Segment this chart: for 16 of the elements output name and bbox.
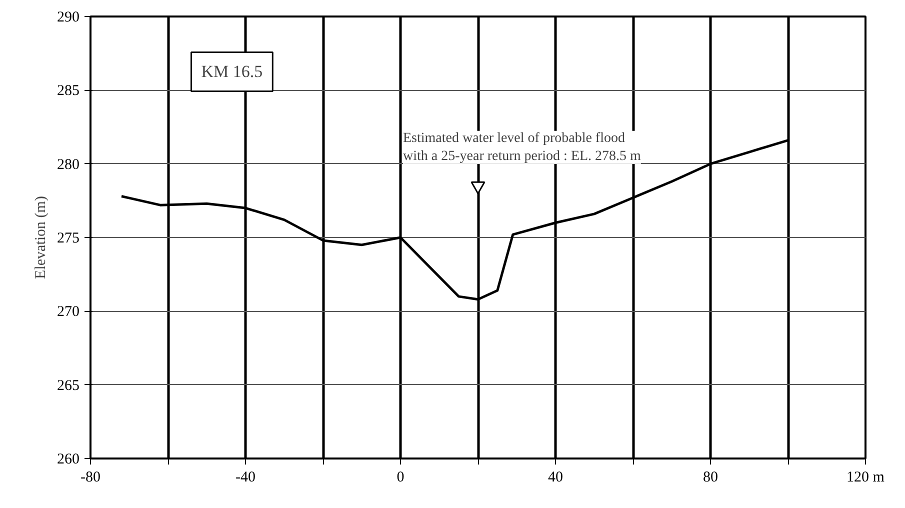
x-tick-label: 120 m xyxy=(846,470,885,486)
y-tick-label: 275 xyxy=(57,230,80,246)
x-tick-label: -40 xyxy=(236,470,256,486)
x-tick-label: 80 xyxy=(703,470,718,486)
x-tick-label: 40 xyxy=(548,470,563,486)
annotation: Estimated water level of probable flood with a 25-year return period : EL. 278.5 m xyxy=(403,130,642,164)
x-tick-label: 0 xyxy=(396,470,404,486)
y-tick-label: 270 xyxy=(57,304,80,320)
y-tick-label: 280 xyxy=(57,156,80,173)
y-axis-title: Elevation (m) xyxy=(33,196,49,279)
x-tick-label: -80 xyxy=(80,470,100,486)
y-tick-label: 265 xyxy=(57,378,80,394)
annotation: KM 16.5 xyxy=(201,62,263,82)
y-tick-label: 285 xyxy=(57,83,80,100)
y-tick-label: 290 xyxy=(57,10,80,26)
y-tick-label: 260 xyxy=(57,452,80,468)
